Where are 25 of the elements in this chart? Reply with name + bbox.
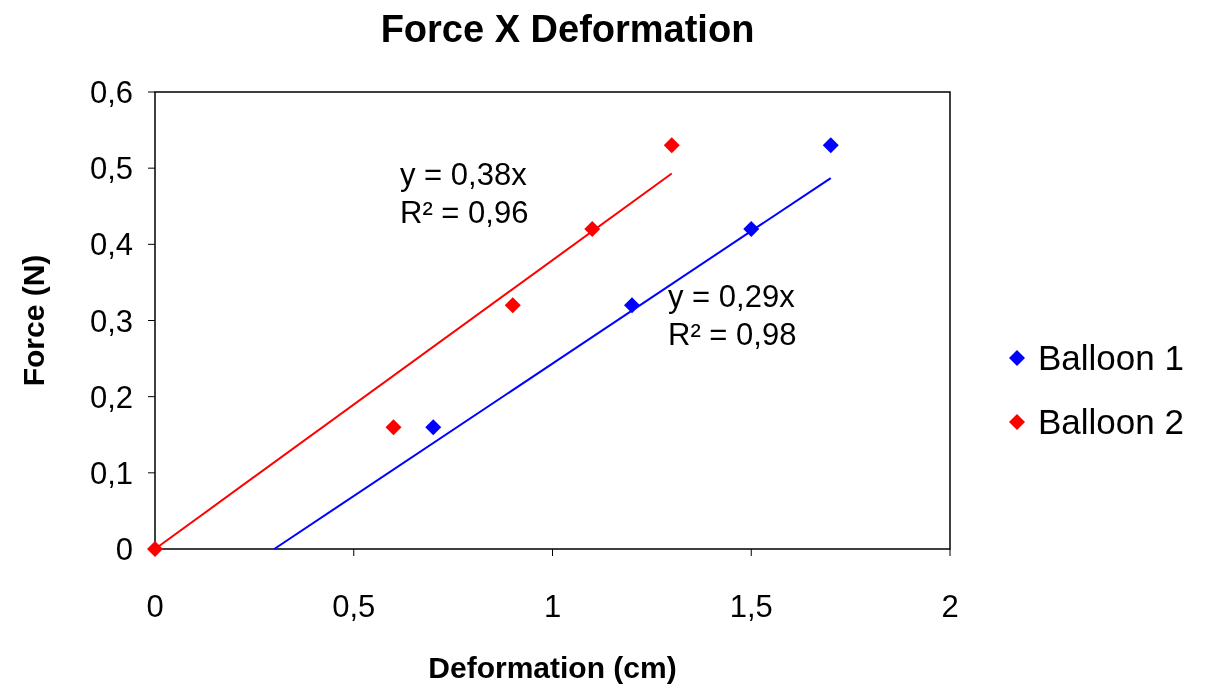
y-tick-label: 0 — [115, 532, 133, 567]
chart-title: Force X Deformation — [380, 8, 755, 50]
y-tick-label: 0,5 — [89, 151, 133, 187]
point — [425, 419, 442, 436]
annotation: y = 0,29x R² = 0,98 — [668, 279, 797, 352]
point — [385, 419, 402, 436]
point — [504, 297, 521, 314]
y-tick-label: 0,6 — [89, 75, 133, 110]
point — [822, 137, 839, 154]
x-tick-label: 1 — [543, 589, 562, 624]
legend-label: Balloon 2 — [1038, 402, 1184, 441]
y-tick-label: 0,2 — [89, 379, 133, 415]
x-tick-label: 1,5 — [729, 589, 773, 624]
y-tick-label: 0,4 — [89, 227, 133, 263]
annotation: y = 0,38x R² = 0,96 — [400, 157, 529, 230]
y-tick-label: 0,1 — [89, 455, 133, 491]
x-axis-title: Deformation (cm) — [428, 651, 677, 684]
point — [147, 541, 163, 557]
y-axis-title: Force (N) — [17, 254, 50, 387]
point — [663, 137, 680, 154]
x-tick-label: 0 — [146, 589, 164, 624]
x-tick-label: 2 — [941, 589, 959, 624]
x-tick-label: 0,5 — [332, 589, 376, 624]
legend-label: Balloon 1 — [1038, 338, 1184, 377]
y-tick-label: 0,3 — [89, 303, 133, 339]
